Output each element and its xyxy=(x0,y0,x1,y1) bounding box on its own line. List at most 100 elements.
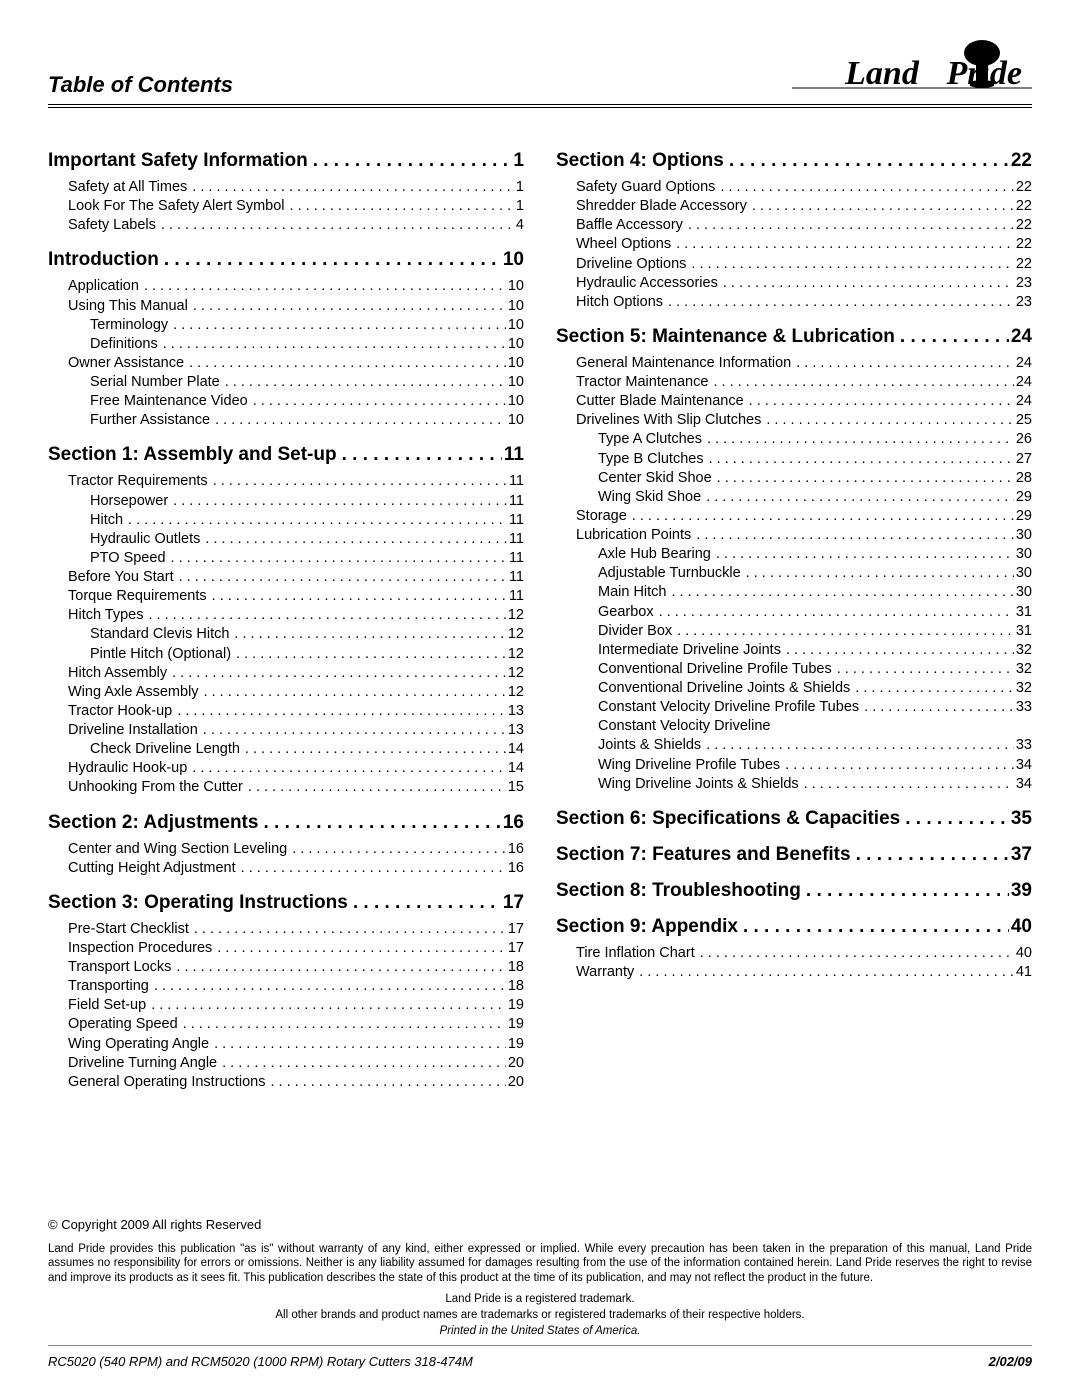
svg-text:Pride: Pride xyxy=(945,55,1022,92)
toc-entry: Application10 xyxy=(48,277,524,296)
toc-leader-dots xyxy=(205,530,507,549)
toc-entry-page: 28 xyxy=(1016,469,1032,488)
toc-leader-dots xyxy=(864,698,1014,717)
toc-leader-dots xyxy=(696,526,1014,545)
toc-leader-dots xyxy=(639,963,1014,982)
toc-entry: Gearbox31 xyxy=(556,603,1032,622)
toc-entry-page: 11 xyxy=(509,472,524,491)
toc-entry-label: Main Hitch xyxy=(598,583,667,602)
toc-leader-dots xyxy=(225,373,506,392)
toc-leader-dots xyxy=(179,568,507,587)
toc-leader-dots xyxy=(212,587,507,606)
toc-entry: Hitch Types12 xyxy=(48,606,524,625)
toc-section: Section 5: Maintenance & Lubrication24 xyxy=(556,326,1032,348)
printed-text: Printed in the United States of America. xyxy=(48,1325,1032,1337)
toc-entry-label: Axle Hub Bearing xyxy=(598,545,711,564)
toc-leader-dots xyxy=(161,216,514,235)
toc-leader-dots xyxy=(215,411,506,430)
toc-entry-page: 32 xyxy=(1016,679,1032,698)
toc-entry: Transporting18 xyxy=(48,977,524,996)
toc-column-left: Important Safety Information1Safety at A… xyxy=(48,136,524,1092)
toc-entry-page: 33 xyxy=(1016,736,1032,755)
toc-section-label: Section 7: Features and Benefits xyxy=(556,844,851,866)
toc-entry-page: 27 xyxy=(1016,450,1032,469)
toc-leader-dots xyxy=(659,603,1014,622)
toc-entry-page: 32 xyxy=(1016,660,1032,679)
toc-entry-label: Tractor Requirements xyxy=(68,472,208,491)
toc-entry: Check Driveline Length14 xyxy=(48,740,524,759)
toc-leader-dots xyxy=(177,702,506,721)
toc-entry-label: Application xyxy=(68,277,139,296)
toc-entry-page: 22 xyxy=(1016,197,1032,216)
toc-section: Section 2: Adjustments16 xyxy=(48,812,524,834)
toc-leader-dots xyxy=(677,622,1014,641)
toc-entry: Lubrication Points30 xyxy=(556,526,1032,545)
toc-entry: Horsepower11 xyxy=(48,492,524,511)
toc-section-label: Section 3: Operating Instructions xyxy=(48,892,348,914)
toc-leader-dots xyxy=(717,469,1014,488)
toc-entry-label: Conventional Driveline Profile Tubes xyxy=(598,660,832,679)
toc-entry-page: 22 xyxy=(1016,255,1032,274)
toc-entry-page: 12 xyxy=(508,625,524,644)
toc-entry-page: 20 xyxy=(508,1073,524,1092)
toc-entry-label: Torque Requirements xyxy=(68,587,207,606)
toc-entry: Intermediate Driveline Joints32 xyxy=(556,641,1032,660)
toc-entry-page: 22 xyxy=(1016,216,1032,235)
toc-leader-dots xyxy=(263,812,500,834)
toc-entry-label: Free Maintenance Video xyxy=(90,392,248,411)
toc-entry-label: Cutter Blade Maintenance xyxy=(576,392,744,411)
toc-leader-dots xyxy=(194,920,506,939)
toc-entry-label: Wing Axle Assembly xyxy=(68,683,199,702)
toc-leader-dots xyxy=(171,549,507,568)
toc-leader-dots xyxy=(173,492,507,511)
toc-entry: Tractor Hook-up13 xyxy=(48,702,524,721)
toc-leader-dots xyxy=(163,335,506,354)
toc-leader-dots xyxy=(713,373,1013,392)
toc-entry: Divider Box31 xyxy=(556,622,1032,641)
toc-entry-label: Conventional Driveline Joints & Shields xyxy=(598,679,850,698)
toc-section-label: Introduction xyxy=(48,249,159,271)
toc-section-label: Section 5: Maintenance & Lubrication xyxy=(556,326,895,348)
toc-entry: Pre-Start Checklist17 xyxy=(48,920,524,939)
toc-leader-dots xyxy=(723,274,1014,293)
footer-rule xyxy=(48,1345,1032,1346)
toc-leader-dots xyxy=(707,430,1014,449)
toc-leader-dots xyxy=(151,996,506,1015)
toc-entry-label: Center and Wing Section Leveling xyxy=(68,840,287,859)
toc-entry-label: Tractor Hook-up xyxy=(68,702,172,721)
toc-entry: Transport Locks18 xyxy=(48,958,524,977)
toc-entry-label: Storage xyxy=(576,507,627,526)
toc-leader-dots xyxy=(172,664,506,683)
toc-entry-label: Shredder Blade Accessory xyxy=(576,197,747,216)
toc-entry-page: 11 xyxy=(509,549,524,568)
toc-leader-dots xyxy=(716,545,1014,564)
toc-entry-page: 29 xyxy=(1016,507,1032,526)
toc-entry-page: 16 xyxy=(508,840,524,859)
toc-entry: Shredder Blade Accessory 22 xyxy=(556,197,1032,216)
toc-entry: Type A Clutches26 xyxy=(556,430,1032,449)
toc-entry-label: Gearbox xyxy=(598,603,654,622)
toc-entry: Free Maintenance Video10 xyxy=(48,392,524,411)
toc-section-page: 35 xyxy=(1011,808,1032,830)
toc-entry-page: 19 xyxy=(508,1035,524,1054)
toc-leader-dots xyxy=(766,411,1014,430)
toc-entry-label: Tractor Maintenance xyxy=(576,373,708,392)
toc-leader-dots xyxy=(706,488,1014,507)
toc-entry: Safety Guard Options22 xyxy=(556,178,1032,197)
toc-entry-page: 20 xyxy=(508,1054,524,1073)
toc-leader-dots xyxy=(236,645,506,664)
toc-section-page: 11 xyxy=(504,444,524,466)
toc-entry: Driveline Options22 xyxy=(556,255,1032,274)
toc-entry: Pintle Hitch (Optional)12 xyxy=(48,645,524,664)
toc-entry-page: 40 xyxy=(1016,944,1032,963)
page-title: Table of Contents xyxy=(48,72,233,98)
toc-leader-dots xyxy=(855,679,1014,698)
toc-entry-page: 22 xyxy=(1016,235,1032,254)
toc-entry-label: Center Skid Shoe xyxy=(598,469,712,488)
toc-entry-page: 29 xyxy=(1016,488,1032,507)
toc-leader-dots xyxy=(217,939,506,958)
toc-entry-page: 10 xyxy=(508,316,524,335)
toc-leader-dots xyxy=(204,683,506,702)
model-text: RC5020 (540 RPM) and RCM5020 (1000 RPM) … xyxy=(48,1354,473,1369)
toc-entry-page: 14 xyxy=(508,740,524,759)
